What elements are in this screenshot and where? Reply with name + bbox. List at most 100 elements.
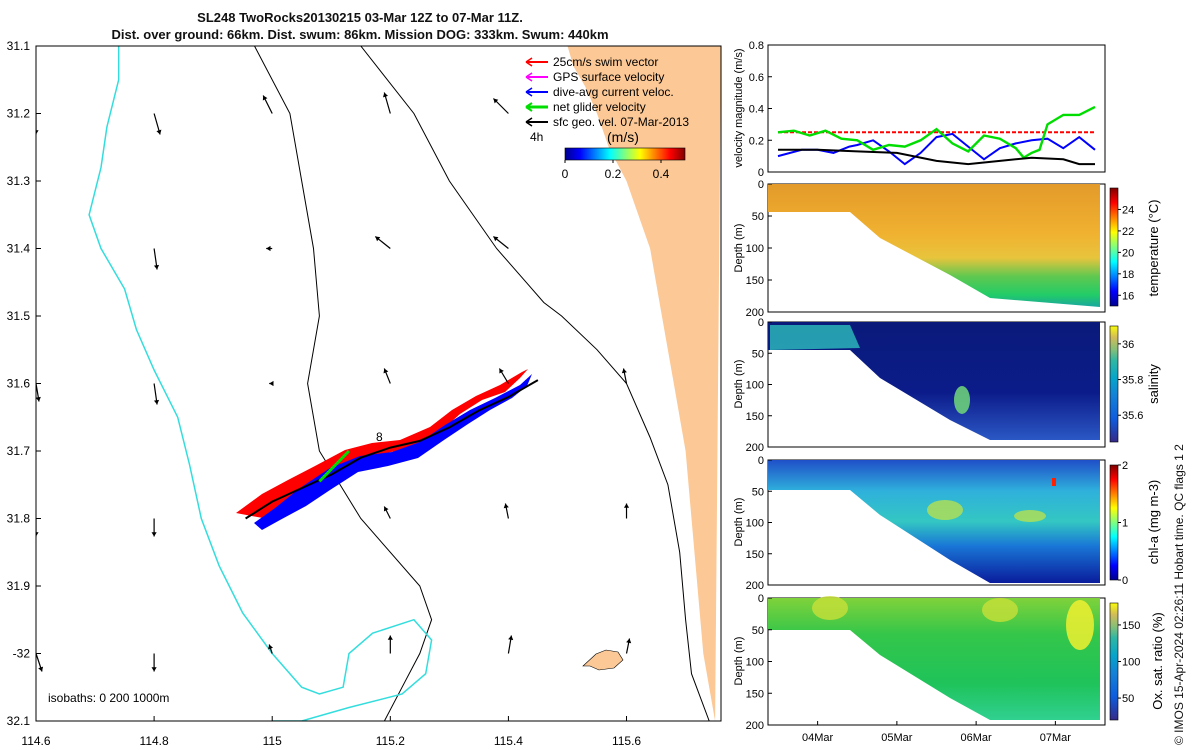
depth-tick-label: 150 <box>746 549 764 561</box>
geo-vector-13 <box>383 368 391 384</box>
depth-tick-label: 50 <box>752 625 764 637</box>
geo-vector-1 <box>153 113 162 135</box>
depth-tick-label: 50 <box>752 211 764 223</box>
velocity-series-1 <box>777 132 1096 166</box>
oxygen-colorbar-ticks: 50 100 150 <box>1118 620 1140 705</box>
velocity-y-tick-label: 0.2 <box>749 135 764 147</box>
depth-tick-label: 200 <box>746 580 764 592</box>
colorbar-unit-label: (m/s) <box>607 129 639 145</box>
geo-vector-3 <box>383 92 391 114</box>
chla-depth-label: Depth (m) <box>733 498 745 547</box>
velocity-panel: 0 0.2 0.4 0.6 0.8 velocity magnitude (m/s) <box>733 40 1106 179</box>
track-point-label: 8 <box>376 430 383 444</box>
depth-tick-label: 50 <box>752 348 764 360</box>
velocity-y-tick-label: 0.6 <box>749 72 764 84</box>
colorbar-tick-label: 35.8 <box>1122 375 1143 387</box>
salinity-colorbar-label: salinity <box>1146 364 1161 404</box>
geo-vector-16 <box>36 518 39 537</box>
net-glider-velocity-arrow <box>318 449 351 483</box>
geo-vector-25 <box>507 635 514 654</box>
geo-vector-4 <box>492 98 509 114</box>
depth-tick-label: 0 <box>758 317 764 329</box>
temperature-panel: 16 18 20 22 24 0 50 100 150 200 Depth (m) temper… <box>733 179 1161 319</box>
speed-colorbar <box>564 147 686 161</box>
temperature-depth-label: Depth (m) <box>733 224 745 273</box>
map-y-tick-label: 31.8 <box>7 512 31 526</box>
geo-vector-19 <box>503 503 510 519</box>
oxygen-depth-label: Depth (m) <box>733 637 745 686</box>
surface-geostrophic-vectors <box>36 92 632 672</box>
geo-vector-22 <box>151 653 157 672</box>
temperature-colorbar <box>1109 187 1119 307</box>
time-tick-label: 05Mar <box>881 732 913 744</box>
colorbar-tick-label: 150 <box>1122 620 1140 632</box>
geo-vector-0 <box>36 113 39 135</box>
velocity-y-label: velocity magnitude (m/s) <box>733 48 745 167</box>
depth-tick-label: 200 <box>746 720 764 732</box>
map-y-tick-label: 31.2 <box>7 107 31 121</box>
depth-tick-label: 100 <box>746 380 764 392</box>
time-tick-label: 04Mar <box>802 732 834 744</box>
map-x-tick-label: 115.4 <box>494 734 523 748</box>
depth-tick-label: 150 <box>746 275 764 287</box>
geo-vector-11 <box>153 383 160 405</box>
salinity-depth-label: Depth (m) <box>733 360 745 409</box>
geo-vector-6 <box>153 248 160 270</box>
colorbar-tick-label: 36 <box>1122 339 1134 351</box>
colorbar-tick-label: 0.4 <box>653 167 670 181</box>
depth-tick-label: 200 <box>746 307 764 319</box>
geo-vector-20 <box>623 503 630 519</box>
depth-tick-label: 0 <box>758 179 764 191</box>
swim-vector-fan <box>236 369 528 519</box>
temperature-colorbar-label: temperature (°C) <box>1146 200 1161 297</box>
isobath-200m-line <box>254 46 433 721</box>
geo-vector-24 <box>387 635 393 654</box>
velocity-y-tick-label: 0.4 <box>749 104 764 116</box>
legend-swim-vector: 25cm/s swim vector <box>553 55 658 69</box>
oxygen-panel: 50 100 150 0 50 100 150 200 Depth (m) Ox. sat.… <box>733 593 1165 744</box>
chla-panel: 0 1 2 0 50 100 150 200 Depth (m) chl-a (mg m-3… <box>733 455 1161 592</box>
velocity-series-2 <box>777 105 1096 160</box>
map-y-tick-label: -32 <box>13 647 31 661</box>
rottnest-island <box>582 649 624 671</box>
chla-colorbar <box>1109 464 1119 581</box>
geo-vector-7 <box>266 245 273 252</box>
velocity-axes <box>767 44 1106 173</box>
map-x-tick-label: 115.6 <box>612 734 641 748</box>
oxygen-y-axis: 0 50 100 150 200 <box>746 593 772 732</box>
map-x-tick-label: 115 <box>263 734 282 748</box>
map-y-tick-label: 31.7 <box>7 444 31 458</box>
map-y-tick-label: 32.1 <box>7 714 31 728</box>
map-y-axis: 31.1 31.2 31.3 31.4 31.5 31.6 31.7 31.8 31.9 -32 3… <box>7 39 41 728</box>
map-x-tick-label: 114.8 <box>140 734 169 748</box>
time-step-label: 4h <box>530 130 543 144</box>
legend-net-glider-velocity: net glider velocity <box>553 100 646 114</box>
velocity-series <box>777 105 1096 166</box>
map-x-axis: 114.6 114.8 115 115.2 115.4 115.6 <box>21 716 641 748</box>
map-y-tick-label: 31.4 <box>7 242 31 256</box>
chla-colorbar-label: chl-a (mg m-3) <box>1146 480 1161 565</box>
colorbar-tick-label: 24 <box>1122 204 1134 216</box>
colorbar-tick-label: 100 <box>1122 657 1140 669</box>
map-y-tick-label: 31.9 <box>7 579 31 593</box>
salinity-y-axis: 0 50 100 150 200 <box>746 317 772 454</box>
geo-vector-9 <box>493 236 509 249</box>
geo-vector-23 <box>268 644 274 654</box>
colorbar-tick-label: 2 <box>1122 460 1128 472</box>
isobath-legend: isobaths: 0 200 1000m <box>48 691 169 705</box>
map-x-tick-label: 115.2 <box>376 734 405 748</box>
oxygen-colorbar <box>1109 602 1119 721</box>
colorbar-tick-label: 20 <box>1122 247 1134 259</box>
depth-tick-label: 0 <box>758 455 764 467</box>
velocity-y-tick-label: 0 <box>758 167 764 179</box>
colorbar-tick-label: 0 <box>1122 575 1128 587</box>
depth-tick-label: 0 <box>758 593 764 605</box>
glider-track-map: 114.6 114.8 115 115.2 115.4 115.6 31.131.231.… <box>7 39 722 748</box>
colorbar-tick-label: 22 <box>1122 226 1134 238</box>
colorbar-tick-label: 50 <box>1122 693 1134 705</box>
colorbar-tick-label: 16 <box>1122 290 1134 302</box>
oxygen-colorbar-label: Ox. sat. ratio (%) <box>1150 612 1165 710</box>
time-x-axis: 04Mar 05Mar 06Mar 07Mar <box>802 721 1071 744</box>
isobath-1000m-line <box>88 46 433 721</box>
depth-tick-label: 100 <box>746 243 764 255</box>
